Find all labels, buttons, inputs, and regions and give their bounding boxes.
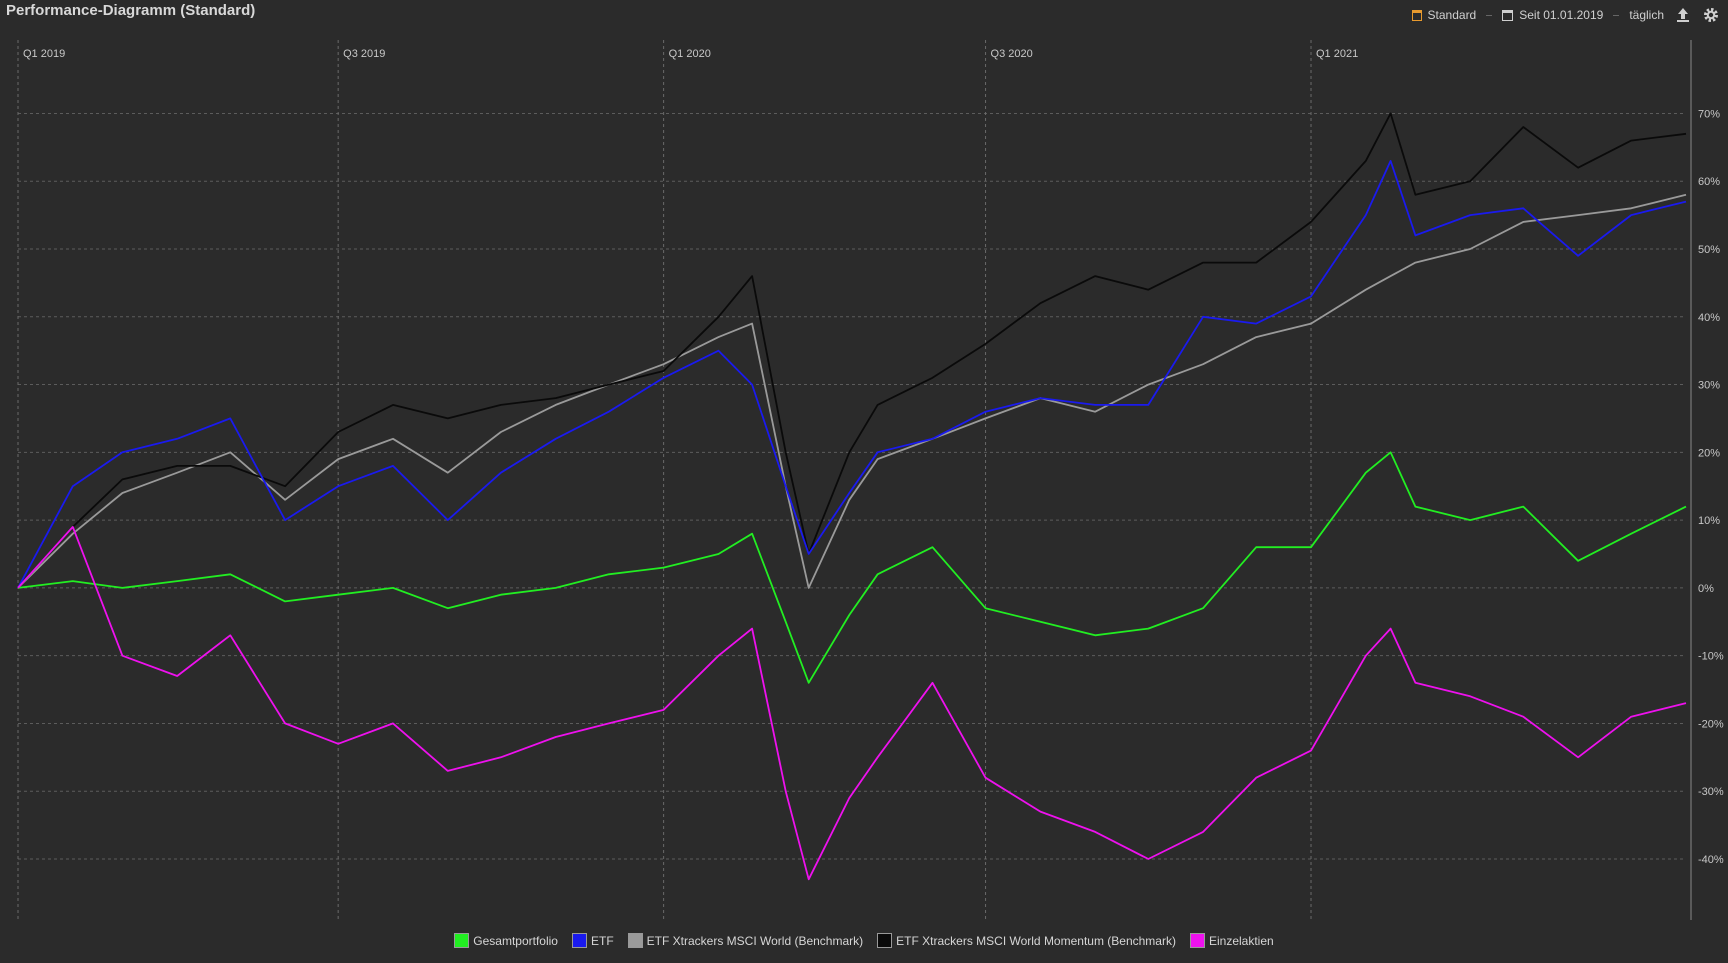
y-tick-label: 40%	[1698, 312, 1720, 324]
legend-item[interactable]: Einzelaktien	[1189, 933, 1274, 948]
legend-item[interactable]: ETF	[571, 933, 614, 948]
series-line-0	[17, 451, 1687, 684]
legend-swatch	[877, 933, 893, 948]
series-lines	[17, 112, 1687, 881]
x-tick-label: Q3 2019	[343, 48, 385, 60]
y-tick-label: 0%	[1698, 583, 1714, 595]
toolbar: Standard Seit 01.01.2019 täglich	[1411, 6, 1720, 24]
y-tick-label: 60%	[1698, 176, 1720, 188]
range-selector[interactable]: Seit 01.01.2019	[1502, 8, 1603, 22]
x-tick-label: Q1 2019	[23, 48, 65, 60]
y-tick-label: -10%	[1698, 651, 1724, 663]
y-tick-label: 70%	[1698, 108, 1720, 120]
legend-label: Einzelaktien	[1208, 933, 1274, 948]
series-line-1	[17, 160, 1687, 589]
performance-chart[interactable]: Q1 2019 Q3 2019 Q1 2020 Q3 2020 Q1 2021 70% 6…	[0, 36, 1728, 924]
series-line-2	[17, 193, 1687, 589]
document-icon	[1411, 9, 1422, 21]
legend-item[interactable]: ETF Xtrackers MSCI World (Benchmark)	[627, 933, 864, 948]
legend-label: ETF	[590, 933, 614, 948]
legend-item[interactable]: Gesamtportfolio	[454, 933, 558, 948]
calendar-icon	[1502, 9, 1514, 21]
page-title: Performance-Diagramm (Standard)	[6, 2, 256, 19]
legend-label: ETF Xtrackers MSCI World Momentum (Bench…	[896, 933, 1176, 948]
legend-label: ETF Xtrackers MSCI World (Benchmark)	[646, 933, 864, 948]
legend-swatch	[1189, 933, 1205, 948]
y-tick-label: -20%	[1698, 718, 1724, 730]
x-tick-label: Q1 2021	[1316, 48, 1358, 60]
legend-swatch	[627, 933, 643, 948]
legend-swatch	[454, 933, 470, 948]
grid	[17, 40, 1692, 920]
y-tick-label: 10%	[1698, 515, 1720, 527]
y-tick-labels: 70% 60% 50% 40% 30% 20% 10% 0% -10% -20% -30% -40%	[1698, 108, 1724, 866]
divider	[1486, 14, 1493, 16]
divider	[1613, 14, 1620, 16]
y-tick-label: 30%	[1698, 380, 1720, 392]
legend-label: Gesamtportfolio	[473, 933, 558, 948]
view-label: Standard	[1427, 8, 1477, 22]
chart-legend: Gesamtportfolio ETF ETF Xtrackers MSCI Wor…	[0, 933, 1728, 948]
y-tick-label: 50%	[1698, 244, 1720, 256]
gear-icon[interactable]	[1702, 6, 1720, 24]
x-tick-labels: Q1 2019 Q3 2019 Q1 2020 Q3 2020 Q1 2021	[23, 48, 1358, 60]
legend-swatch	[571, 933, 587, 948]
upload-icon[interactable]	[1674, 6, 1692, 24]
x-tick-label: Q3 2020	[991, 48, 1033, 60]
interval-label: täglich	[1629, 8, 1664, 22]
y-tick-label: 20%	[1698, 447, 1720, 459]
view-selector[interactable]: Standard	[1411, 8, 1477, 22]
series-line-3	[17, 112, 1687, 589]
interval-selector[interactable]: täglich	[1629, 8, 1664, 22]
series-line-4	[17, 526, 1687, 881]
y-tick-label: -40%	[1698, 854, 1724, 866]
x-tick-label: Q1 2020	[669, 48, 711, 60]
range-label: Seit 01.01.2019	[1519, 8, 1604, 22]
y-tick-label: -30%	[1698, 786, 1724, 798]
legend-item[interactable]: ETF Xtrackers MSCI World Momentum (Bench…	[877, 933, 1176, 948]
header-bar: Performance-Diagramm (Standard) Standard…	[0, 0, 1728, 26]
